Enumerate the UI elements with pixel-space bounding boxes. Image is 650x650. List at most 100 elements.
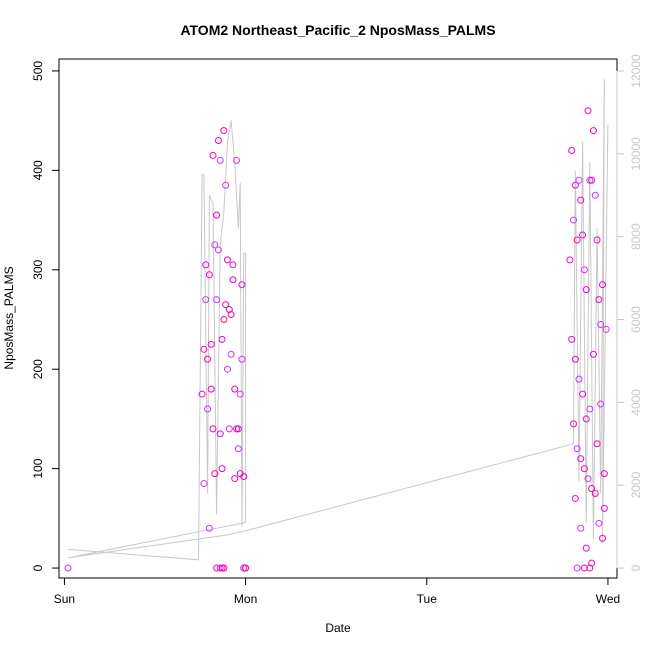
data-point bbox=[238, 355, 246, 363]
data-point bbox=[588, 176, 596, 184]
data-point bbox=[602, 325, 610, 333]
data-point bbox=[213, 564, 221, 572]
data-point bbox=[220, 315, 228, 323]
data-point bbox=[220, 564, 228, 572]
data-point bbox=[599, 534, 607, 542]
chart-title: ATOM2 Northeast_Pacific_2 NposMass_PALMS bbox=[180, 22, 495, 38]
data-point bbox=[597, 400, 605, 408]
data-point bbox=[599, 281, 607, 289]
data-point bbox=[600, 504, 608, 512]
data-point bbox=[213, 296, 221, 304]
data-point bbox=[580, 465, 588, 473]
right-tick-label: 12000 bbox=[629, 54, 643, 88]
data-point bbox=[238, 281, 246, 289]
data-point bbox=[584, 475, 592, 483]
data-point bbox=[216, 156, 224, 164]
data-point bbox=[229, 276, 237, 284]
data-point bbox=[207, 340, 215, 348]
y-axis-left: 0 100 200 300 400 500 bbox=[31, 61, 60, 571]
data-point bbox=[575, 176, 583, 184]
data-point bbox=[209, 425, 217, 433]
data-point bbox=[240, 473, 248, 481]
data-point bbox=[227, 350, 235, 358]
data-point bbox=[218, 564, 226, 572]
data-point bbox=[571, 494, 579, 502]
data-point bbox=[580, 564, 588, 572]
data-point bbox=[589, 127, 597, 135]
x-tick-label: Wed bbox=[596, 592, 620, 606]
data-point bbox=[568, 146, 576, 154]
plot-frame bbox=[58, 58, 618, 579]
y-axis-label: NposMass_PALMS bbox=[2, 266, 16, 369]
y-tick-label: 400 bbox=[31, 160, 45, 180]
data-point bbox=[220, 127, 228, 135]
data-point bbox=[213, 211, 221, 219]
data-point bbox=[570, 420, 578, 428]
y-axis-right: 0 2000 4000 6000 8000 10000 12000 bbox=[616, 54, 643, 571]
x-axis: Sun Mon Tue Wed bbox=[54, 577, 620, 606]
series-line bbox=[68, 79, 609, 561]
data-point bbox=[233, 156, 241, 164]
data-point bbox=[234, 425, 242, 433]
data-point bbox=[225, 425, 233, 433]
data-point bbox=[582, 415, 590, 423]
data-point bbox=[580, 266, 588, 274]
data-point bbox=[573, 564, 581, 572]
data-point bbox=[211, 470, 219, 478]
data-point bbox=[233, 425, 241, 433]
data-point bbox=[586, 176, 594, 184]
data-point bbox=[223, 256, 231, 264]
data-point bbox=[64, 564, 72, 572]
data-point bbox=[198, 390, 206, 398]
right-tick-label: 4000 bbox=[629, 389, 643, 416]
data-point bbox=[591, 489, 599, 497]
data-point bbox=[577, 524, 585, 532]
data-point bbox=[571, 181, 579, 189]
right-tick-label: 2000 bbox=[629, 472, 643, 499]
data-point bbox=[211, 241, 219, 249]
data-point bbox=[570, 216, 578, 224]
data-point bbox=[218, 335, 226, 343]
x-axis-label: Date bbox=[325, 621, 351, 635]
data-point bbox=[205, 271, 213, 279]
data-point bbox=[231, 475, 239, 483]
data-point bbox=[589, 350, 597, 358]
data-point bbox=[568, 335, 576, 343]
data-point bbox=[236, 390, 244, 398]
x-tick-label: Sun bbox=[54, 592, 75, 606]
data-point bbox=[214, 137, 222, 145]
data-point bbox=[579, 390, 587, 398]
data-point bbox=[584, 107, 592, 115]
y-tick-label: 0 bbox=[31, 564, 45, 571]
data-point bbox=[595, 296, 603, 304]
x-tick-label: Mon bbox=[234, 592, 257, 606]
x-tick-label: Tue bbox=[417, 592, 438, 606]
data-point bbox=[240, 564, 248, 572]
data-point bbox=[586, 564, 594, 572]
data-point bbox=[575, 375, 583, 383]
y-tick-label: 300 bbox=[31, 259, 45, 279]
data-point bbox=[207, 385, 215, 393]
data-point bbox=[200, 480, 208, 488]
data-point bbox=[216, 430, 224, 438]
data-point bbox=[577, 196, 585, 204]
data-point bbox=[586, 405, 594, 413]
data-point bbox=[591, 191, 599, 199]
data-point bbox=[231, 385, 239, 393]
data-point bbox=[222, 301, 230, 309]
data-point bbox=[582, 286, 590, 294]
data-point bbox=[202, 296, 210, 304]
data-point bbox=[223, 365, 231, 373]
data-point bbox=[200, 345, 208, 353]
data-point bbox=[566, 256, 574, 264]
data-point bbox=[242, 564, 250, 572]
data-point bbox=[214, 246, 222, 254]
data-point bbox=[218, 465, 226, 473]
right-tick-label: 0 bbox=[629, 564, 643, 571]
data-point bbox=[577, 455, 585, 463]
right-tick-label: 10000 bbox=[629, 137, 643, 171]
data-point bbox=[582, 544, 590, 552]
data-point bbox=[579, 231, 587, 239]
data-point bbox=[600, 470, 608, 478]
